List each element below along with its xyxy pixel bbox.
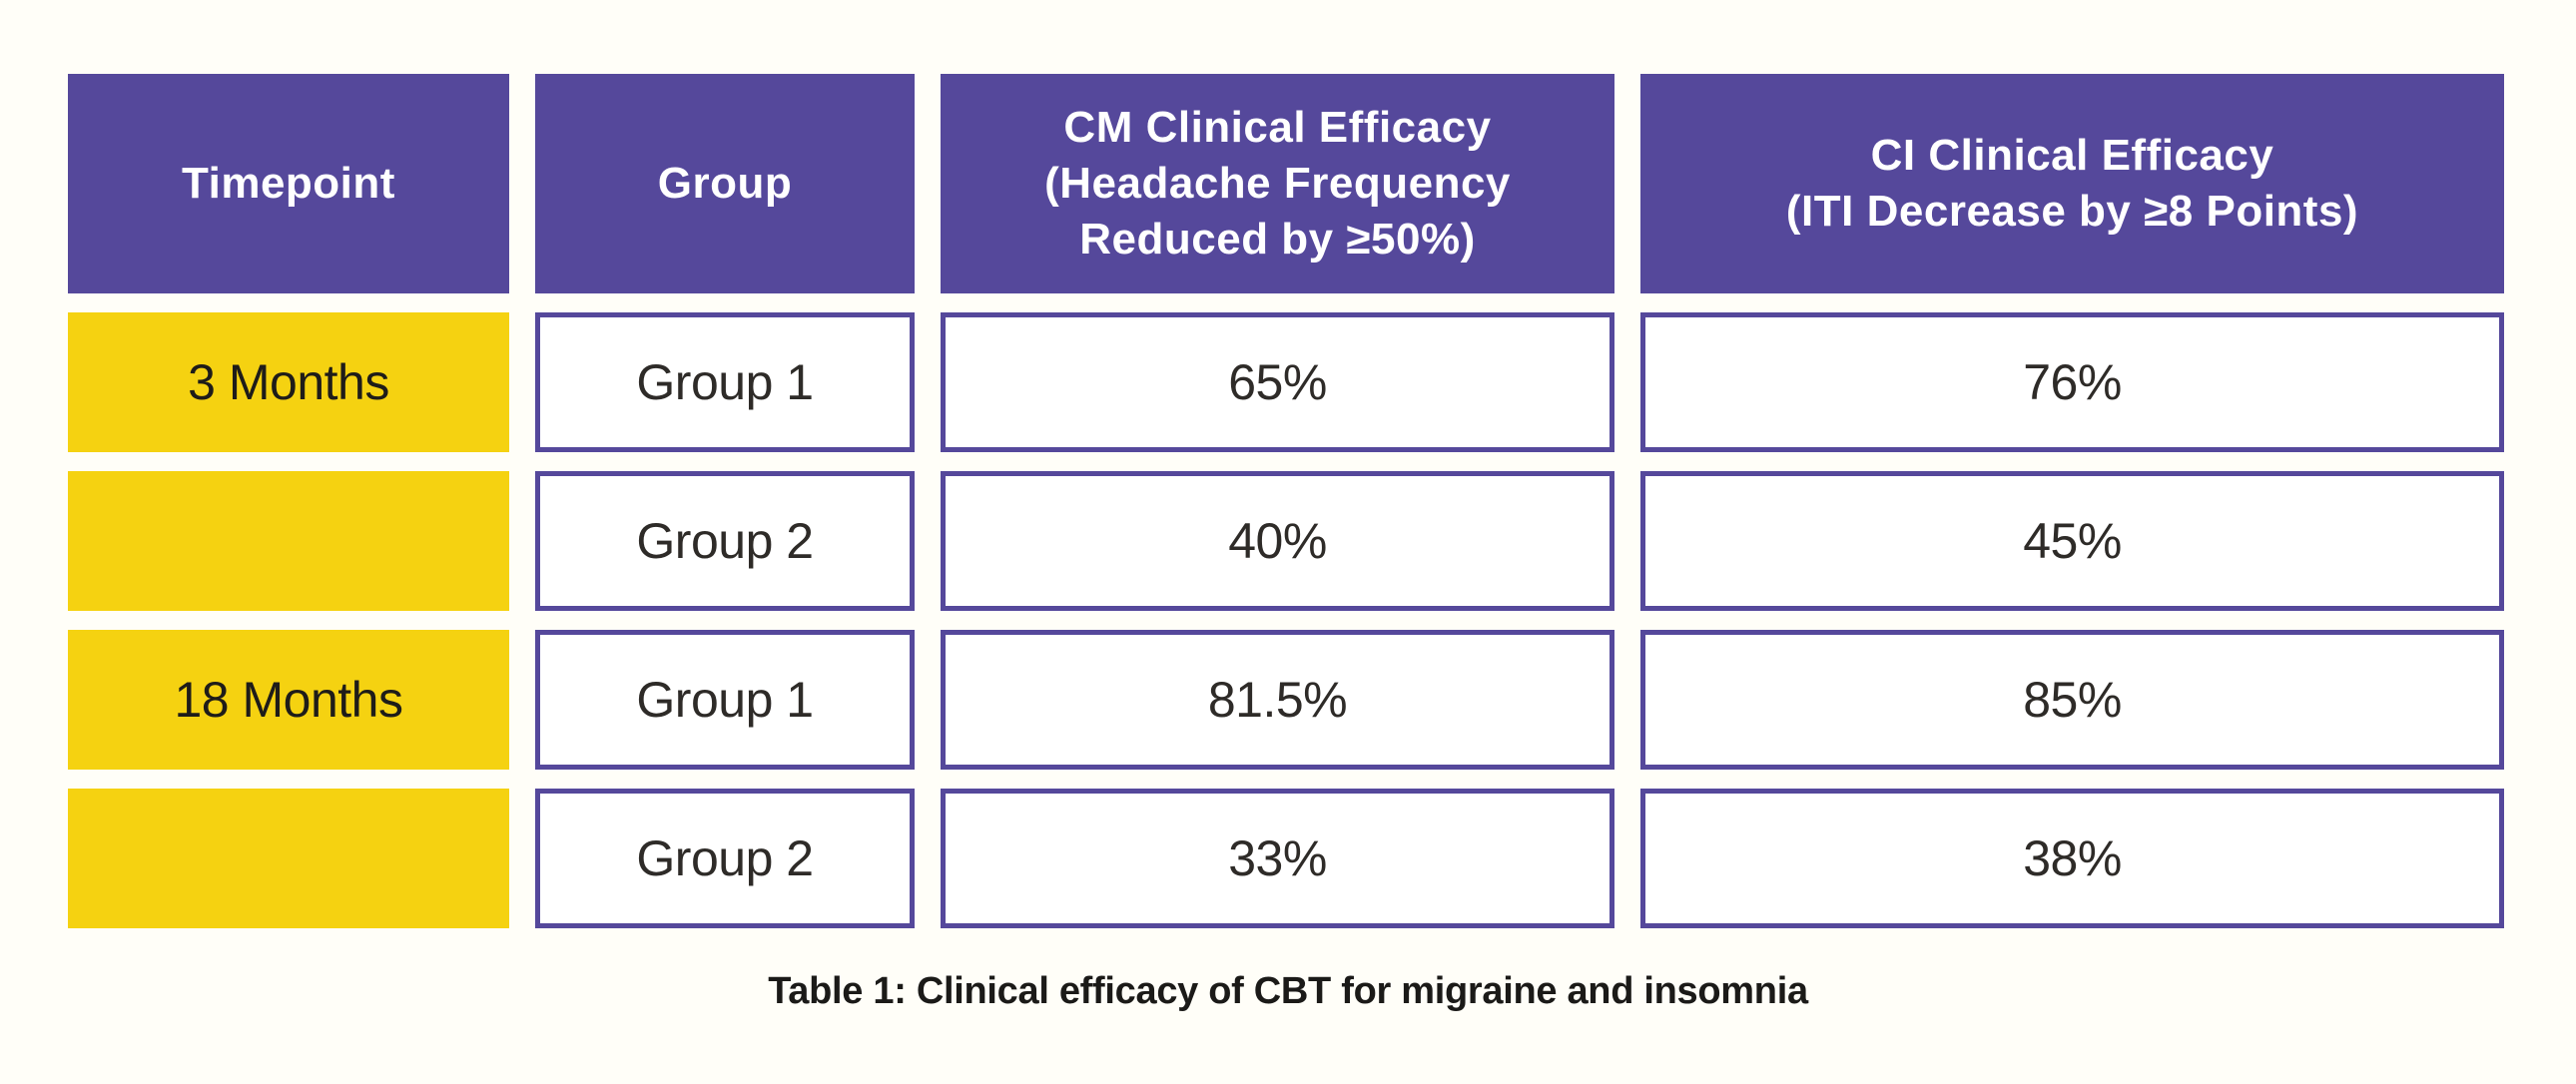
cm-value-cell: 40% [941,471,1614,611]
group-cell: Group 1 [535,312,915,452]
column-header-timepoint: Timepoint [68,74,509,293]
column-header-label: Timepoint [182,158,395,208]
ci-value-cell: 85% [1640,630,2504,770]
timepoint-cell: 3 Months [68,312,509,452]
ci-value-cell: 76% [1640,312,2504,452]
column-header-label: Group [657,158,793,208]
clinical-efficacy-table: Timepoint Group CM Clinical Efficacy (He… [68,74,2504,928]
cm-value-cell: 33% [941,789,1614,928]
timepoint-cell [68,471,509,611]
group-cell: Group 1 [535,630,915,770]
column-header-label-line: Reduced by ≥50%) [1079,215,1476,265]
column-header-ci-efficacy: CI Clinical Efficacy (ITI Decrease by ≥8… [1640,74,2504,293]
cm-value-cell: 81.5% [941,630,1614,770]
column-header-label-line: CM Clinical Efficacy [1063,102,1492,152]
column-header-label-line: CI Clinical Efficacy [1870,130,2274,180]
timepoint-cell [68,789,509,928]
ci-value-cell: 38% [1640,789,2504,928]
ci-value-cell: 45% [1640,471,2504,611]
group-cell: Group 2 [535,789,915,928]
group-cell: Group 2 [535,471,915,611]
column-header-group: Group [535,74,915,293]
table-caption: Table 1: Clinical efficacy of CBT for mi… [768,970,1808,1012]
timepoint-cell: 18 Months [68,630,509,770]
column-header-label-line: (Headache Frequency [1044,158,1511,208]
column-header-label-line: (ITI Decrease by ≥8 Points) [1785,187,2359,236]
column-header-cm-efficacy: CM Clinical Efficacy (Headache Frequency… [941,74,1614,293]
cm-value-cell: 65% [941,312,1614,452]
